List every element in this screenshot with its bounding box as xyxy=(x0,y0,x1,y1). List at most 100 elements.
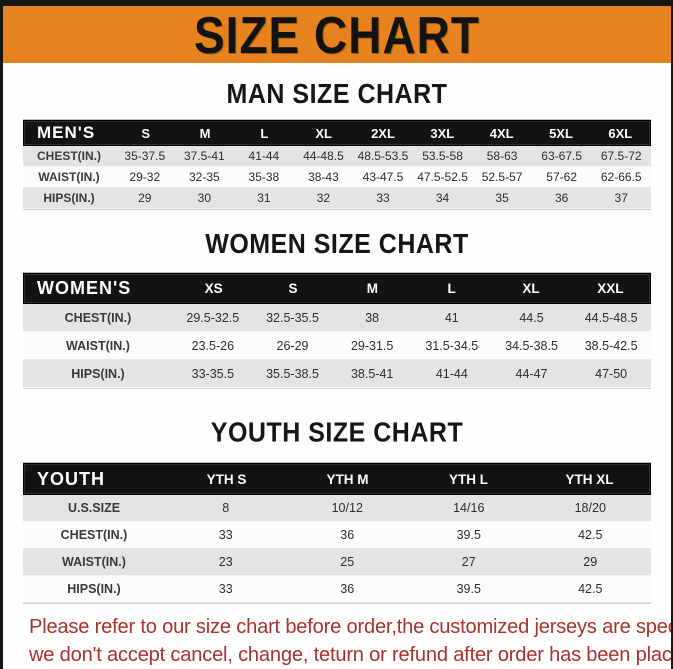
measurement-value: 29-31.5 xyxy=(350,338,394,353)
table-row: WAIST(IN.) 23 25 27 29 xyxy=(23,549,651,576)
measurement-value: 47.5-52.5 xyxy=(417,170,468,184)
measurement-label: CHEST(IN.) xyxy=(64,310,132,325)
size-column-header: M xyxy=(199,125,211,141)
measurement-value: 41-44 xyxy=(435,366,468,381)
size-column-header: L xyxy=(260,125,269,141)
measurement-value: 23.5-26 xyxy=(191,338,235,353)
measurement-value: 36 xyxy=(340,582,355,596)
measurement-value: 35 xyxy=(495,191,509,205)
measurement-value: 14/16 xyxy=(453,501,485,515)
measurement-label: WAIST(IN.) xyxy=(38,170,100,184)
measurement-value: 8 xyxy=(222,501,230,515)
measurement-value: 33 xyxy=(218,528,233,542)
table-header-label: YOUTH xyxy=(37,468,105,489)
measurement-label: WAIST(IN.) xyxy=(62,555,126,569)
measurement-value: 32.5-35.5 xyxy=(266,310,319,325)
measurement-label: CHEST(IN.) xyxy=(37,149,101,163)
measurement-value: 23 xyxy=(218,555,233,569)
title-banner: SIZE CHART xyxy=(3,5,671,64)
size-column-header: YTH XL xyxy=(565,471,614,487)
measurement-value: 26-29 xyxy=(276,338,309,353)
measurement-value: 33 xyxy=(376,191,390,205)
measurement-value: 53.5-58 xyxy=(422,149,463,163)
table-row: HIPS(IN.) 29 30 31 32 33 34 35 36 37 xyxy=(23,188,651,209)
size-column-header: 2XL xyxy=(371,125,395,141)
measurement-value: 44.5-48.5 xyxy=(584,310,638,325)
size-column-header: M xyxy=(366,281,378,296)
table-header-label: WOMEN'S xyxy=(37,278,132,298)
measurement-value: 34.5-38.5 xyxy=(505,338,558,353)
measurement-value: 62-66.5 xyxy=(600,170,642,184)
measurement-value: 42.5 xyxy=(578,582,603,596)
man-section-heading: MAN SIZE CHART xyxy=(226,78,448,110)
table-row: WAIST(IN.) 29-32 32-35 35-38 38-43 43-47.5 47.… xyxy=(23,167,651,188)
measurement-value: 38.5-41 xyxy=(350,366,394,381)
measurement-value: 52.5-57 xyxy=(481,170,523,184)
measurement-value: 38 xyxy=(365,310,380,325)
measurement-value: 42.5 xyxy=(578,528,603,542)
measurement-label: CHEST(IN.) xyxy=(60,528,128,542)
measurement-value: 32-35 xyxy=(188,170,220,184)
size-column-header: S xyxy=(288,281,298,296)
table-row: CHEST(IN.) 33 36 39.5 42.5 xyxy=(23,522,651,549)
size-column-header: XXL xyxy=(597,281,624,296)
measurement-label: WAIST(IN.) xyxy=(66,338,130,353)
measurement-value: 47-50 xyxy=(595,366,628,381)
measurement-value: 63-67.5 xyxy=(541,149,582,163)
measurement-label: HIPS(IN.) xyxy=(43,191,95,205)
size-column-header: 6XL xyxy=(608,125,633,141)
measurement-value: 44.5 xyxy=(519,310,544,325)
size-column-header: XL xyxy=(522,281,540,296)
size-column-header: L xyxy=(447,281,456,296)
measurement-value: 34 xyxy=(435,191,450,205)
measurement-value: 57-62 xyxy=(546,170,577,184)
measurement-value: 31 xyxy=(257,191,271,205)
measurement-value: 37 xyxy=(614,191,628,205)
women-section-heading: WOMEN SIZE CHART xyxy=(205,228,469,260)
measurement-value: 32 xyxy=(316,191,331,205)
table-row: CHEST(IN.) 35-37.5 37.5-41 41-44 44-48.5 48.5… xyxy=(23,146,651,167)
measurement-value: 58-63 xyxy=(486,149,518,163)
table-row: HIPS(IN.) 33 36 39.5 42.5 xyxy=(23,576,651,603)
size-column-header: 3XL xyxy=(430,125,455,141)
measurement-value: 29 xyxy=(583,555,598,569)
size-column-header: YTH L xyxy=(449,471,488,487)
measurement-value: 39.5 xyxy=(456,582,481,596)
measurement-value: 38-43 xyxy=(308,170,339,184)
size-column-header: YTH S xyxy=(206,471,247,487)
measurement-value: 25 xyxy=(340,555,355,569)
measurement-value: 29.5-32.5 xyxy=(186,310,240,325)
size-column-header: XL xyxy=(315,125,332,141)
measurement-value: 39.5 xyxy=(456,528,481,542)
page-title: SIZE CHART xyxy=(194,5,480,64)
measurement-value: 29 xyxy=(138,191,152,205)
measurement-value: 44-48.5 xyxy=(303,149,344,163)
size-column-header: XS xyxy=(204,281,223,296)
measurement-value: 35-37.5 xyxy=(124,149,166,163)
disclaimer-line-1: Please refer to our size chart before or… xyxy=(29,615,671,638)
size-column-header: 4XL xyxy=(489,125,514,141)
measurement-value: 37.5-41 xyxy=(183,149,225,163)
table-header-row: WOMEN'S XS S M L XL XXL xyxy=(23,273,651,304)
measurement-value: 48.5-53.5 xyxy=(357,149,409,163)
table-row: CHEST(IN.) 29.5-32.5 32.5-35.5 38 41 44.5 44.5… xyxy=(23,304,651,332)
measurement-value: 36 xyxy=(554,191,569,205)
measurement-label: HIPS(IN.) xyxy=(67,582,121,596)
table-header-row: YOUTH YTH S YTH M YTH L YTH XL xyxy=(23,463,651,495)
size-column-header: 5XL xyxy=(549,125,573,141)
table-row: HIPS(IN.) 33-35.5 35.5-38.5 38.5-41 41-44 44-… xyxy=(23,360,651,388)
measurement-value: 29-32 xyxy=(129,170,161,184)
measurement-value: 35-38 xyxy=(248,170,280,184)
measurement-value: 67.5-72 xyxy=(600,149,642,163)
disclaimer-line-2: we don't accept cancel, change, teturn o… xyxy=(29,643,673,666)
size-column-header: S xyxy=(141,125,150,141)
men-size-table: MEN'S S M L XL 2XL 3XL 4XL 5XL 6XL CHEST(IN.) 35-37… xyxy=(23,120,651,209)
measurement-value: 41-44 xyxy=(248,149,280,163)
table-row: WAIST(IN.) 23.5-26 26-29 29-31.5 31.5-34.5 34… xyxy=(23,332,651,360)
size-column-header: YTH M xyxy=(326,471,369,487)
measurement-value: 43-47.5 xyxy=(362,170,404,184)
table-header-row: MEN'S S M L XL 2XL 3XL 4XL 5XL 6XL xyxy=(23,120,651,146)
measurement-value: 36 xyxy=(340,528,355,542)
measurement-value: 31.5-34.5 xyxy=(425,338,479,353)
